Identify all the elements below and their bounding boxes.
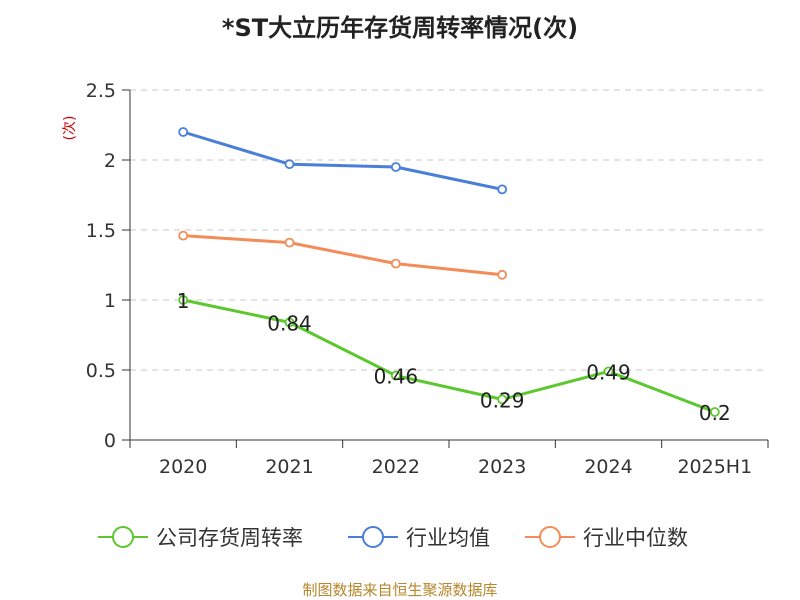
y-tick-label: 2.5: [86, 80, 116, 102]
y-tick-label: 1: [104, 290, 116, 312]
x-tick-label: 2021: [265, 456, 313, 478]
data-label: 1: [177, 289, 190, 313]
data-point: [284, 317, 295, 328]
data-label: 0.49: [586, 360, 631, 384]
x-tick-label: 2023: [478, 456, 526, 478]
y-tick-label: 0: [104, 430, 116, 452]
y-tick-label: 0.5: [86, 360, 116, 382]
series-line-2: [183, 234, 503, 277]
data-point: [178, 127, 189, 137]
data-point: [603, 366, 614, 377]
data-point: [709, 407, 720, 417]
source-footer: 制图数据来自恒生聚源数据库: [302, 581, 498, 599]
data-point: [284, 237, 295, 248]
data-point: [390, 258, 401, 269]
legend-label: 行业均值: [406, 526, 490, 550]
data-label: 0.2: [699, 401, 731, 425]
x-tick-label: 2020: [159, 456, 207, 478]
data-point: [284, 159, 295, 170]
x-tick-label: 2022: [372, 456, 420, 478]
x-tick-label: 2025H1: [677, 456, 752, 478]
y-axis-label: (次): [62, 116, 78, 141]
legend-marker: [362, 526, 384, 548]
x-tick-label: 2024: [584, 456, 632, 478]
data-point: [178, 295, 189, 305]
y-tick-label: 2: [104, 150, 116, 172]
legend-label: 行业中位数: [583, 526, 688, 550]
data-label: 0.84: [267, 311, 312, 335]
legend-marker: [539, 526, 561, 548]
series-line-1: [182, 130, 503, 191]
legend-marker: [112, 526, 134, 548]
legend-label: 公司存货周转率: [156, 526, 303, 550]
data-label: 0.46: [374, 365, 419, 389]
y-tick-label: 1.5: [86, 220, 116, 242]
data-point: [497, 184, 508, 195]
chart-title: *ST大立历年存货周转率情况(次): [221, 14, 579, 42]
data-point: [178, 230, 189, 241]
data-label: 0.29: [480, 388, 525, 412]
data-point: [390, 370, 401, 381]
data-point: [390, 162, 401, 172]
series-line-0: [182, 298, 716, 414]
data-point: [497, 394, 508, 405]
data-point: [497, 269, 508, 280]
